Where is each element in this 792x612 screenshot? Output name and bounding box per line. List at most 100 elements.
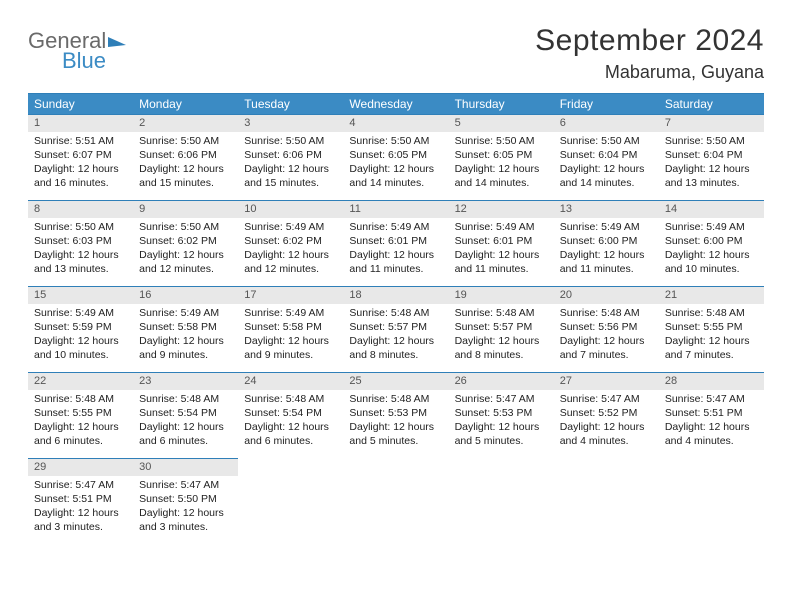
daylight-text: Daylight: 12 hours and 16 minutes.: [34, 162, 127, 190]
sunset-text: Sunset: 5:51 PM: [665, 406, 758, 420]
sunset-text: Sunset: 5:55 PM: [34, 406, 127, 420]
day-number: 28: [659, 373, 764, 390]
sunset-text: Sunset: 6:01 PM: [349, 234, 442, 248]
day-info: Sunrise: 5:49 AMSunset: 6:02 PMDaylight:…: [238, 218, 343, 283]
day-number: 14: [659, 201, 764, 218]
sunset-text: Sunset: 6:06 PM: [139, 148, 232, 162]
daylight-text: Daylight: 12 hours and 3 minutes.: [34, 506, 127, 534]
calendar-cell: 28Sunrise: 5:47 AMSunset: 5:51 PMDayligh…: [659, 372, 764, 458]
day-number: 8: [28, 201, 133, 218]
day-info: Sunrise: 5:48 AMSunset: 5:55 PMDaylight:…: [659, 304, 764, 369]
sunrise-text: Sunrise: 5:51 AM: [34, 134, 127, 148]
calendar-cell: 15Sunrise: 5:49 AMSunset: 5:59 PMDayligh…: [28, 286, 133, 372]
daylight-text: Daylight: 12 hours and 5 minutes.: [349, 420, 442, 448]
day-info: Sunrise: 5:49 AMSunset: 6:00 PMDaylight:…: [554, 218, 659, 283]
sunrise-text: Sunrise: 5:48 AM: [665, 306, 758, 320]
sunset-text: Sunset: 5:53 PM: [349, 406, 442, 420]
day-number: 2: [133, 115, 238, 132]
calendar-cell: 23Sunrise: 5:48 AMSunset: 5:54 PMDayligh…: [133, 372, 238, 458]
day-number: 22: [28, 373, 133, 390]
brand-logo: General Blue: [28, 30, 126, 72]
day-info: Sunrise: 5:50 AMSunset: 6:05 PMDaylight:…: [343, 132, 448, 197]
calendar-cell: 9Sunrise: 5:50 AMSunset: 6:02 PMDaylight…: [133, 200, 238, 286]
day-number: 1: [28, 115, 133, 132]
day-info: Sunrise: 5:50 AMSunset: 6:03 PMDaylight:…: [28, 218, 133, 283]
sunrise-text: Sunrise: 5:50 AM: [349, 134, 442, 148]
sunset-text: Sunset: 6:00 PM: [665, 234, 758, 248]
day-info: Sunrise: 5:47 AMSunset: 5:51 PMDaylight:…: [28, 476, 133, 541]
day-info: Sunrise: 5:50 AMSunset: 6:02 PMDaylight:…: [133, 218, 238, 283]
sunrise-text: Sunrise: 5:50 AM: [244, 134, 337, 148]
sunset-text: Sunset: 6:04 PM: [560, 148, 653, 162]
sunrise-text: Sunrise: 5:47 AM: [34, 478, 127, 492]
sunset-text: Sunset: 5:57 PM: [455, 320, 548, 334]
calendar-cell: 21Sunrise: 5:48 AMSunset: 5:55 PMDayligh…: [659, 286, 764, 372]
calendar-cell: 2Sunrise: 5:50 AMSunset: 6:06 PMDaylight…: [133, 114, 238, 200]
day-number: 21: [659, 287, 764, 304]
dow-header: Sunday: [28, 94, 133, 114]
daylight-text: Daylight: 12 hours and 8 minutes.: [349, 334, 442, 362]
day-info: Sunrise: 5:49 AMSunset: 5:58 PMDaylight:…: [133, 304, 238, 369]
calendar-cell: 4Sunrise: 5:50 AMSunset: 6:05 PMDaylight…: [343, 114, 448, 200]
daylight-text: Daylight: 12 hours and 7 minutes.: [665, 334, 758, 362]
sunset-text: Sunset: 6:05 PM: [455, 148, 548, 162]
triangle-icon: [108, 35, 126, 47]
sunrise-text: Sunrise: 5:49 AM: [455, 220, 548, 234]
day-number: 27: [554, 373, 659, 390]
daylight-text: Daylight: 12 hours and 9 minutes.: [139, 334, 232, 362]
sunrise-text: Sunrise: 5:48 AM: [455, 306, 548, 320]
sunrise-text: Sunrise: 5:50 AM: [560, 134, 653, 148]
dow-header: Monday: [133, 94, 238, 114]
sunrise-text: Sunrise: 5:48 AM: [560, 306, 653, 320]
day-info: Sunrise: 5:48 AMSunset: 5:57 PMDaylight:…: [343, 304, 448, 369]
brand-word-2: Blue: [62, 50, 126, 72]
sunrise-text: Sunrise: 5:50 AM: [455, 134, 548, 148]
day-info: Sunrise: 5:49 AMSunset: 6:01 PMDaylight:…: [343, 218, 448, 283]
sunrise-text: Sunrise: 5:49 AM: [244, 220, 337, 234]
day-number: 16: [133, 287, 238, 304]
sunrise-text: Sunrise: 5:49 AM: [139, 306, 232, 320]
day-number: 6: [554, 115, 659, 132]
calendar-page: General Blue September 2024 Mabaruma, Gu…: [0, 0, 792, 554]
day-info: Sunrise: 5:50 AMSunset: 6:05 PMDaylight:…: [449, 132, 554, 197]
daylight-text: Daylight: 12 hours and 14 minutes.: [349, 162, 442, 190]
calendar-cell: 16Sunrise: 5:49 AMSunset: 5:58 PMDayligh…: [133, 286, 238, 372]
sunset-text: Sunset: 5:56 PM: [560, 320, 653, 334]
calendar-cell: 18Sunrise: 5:48 AMSunset: 5:57 PMDayligh…: [343, 286, 448, 372]
calendar-cell: 25Sunrise: 5:48 AMSunset: 5:53 PMDayligh…: [343, 372, 448, 458]
day-number: 17: [238, 287, 343, 304]
day-number: 24: [238, 373, 343, 390]
sunset-text: Sunset: 5:55 PM: [665, 320, 758, 334]
daylight-text: Daylight: 12 hours and 12 minutes.: [139, 248, 232, 276]
day-info: Sunrise: 5:48 AMSunset: 5:57 PMDaylight:…: [449, 304, 554, 369]
calendar-cell: 3Sunrise: 5:50 AMSunset: 6:06 PMDaylight…: [238, 114, 343, 200]
calendar-cell: 22Sunrise: 5:48 AMSunset: 5:55 PMDayligh…: [28, 372, 133, 458]
day-info: Sunrise: 5:51 AMSunset: 6:07 PMDaylight:…: [28, 132, 133, 197]
day-number: 26: [449, 373, 554, 390]
calendar-cell: 20Sunrise: 5:48 AMSunset: 5:56 PMDayligh…: [554, 286, 659, 372]
daylight-text: Daylight: 12 hours and 13 minutes.: [34, 248, 127, 276]
daylight-text: Daylight: 12 hours and 5 minutes.: [455, 420, 548, 448]
sunset-text: Sunset: 6:05 PM: [349, 148, 442, 162]
sunrise-text: Sunrise: 5:49 AM: [244, 306, 337, 320]
daylight-text: Daylight: 12 hours and 15 minutes.: [244, 162, 337, 190]
dow-header: Saturday: [659, 94, 764, 114]
day-number: 19: [449, 287, 554, 304]
sunset-text: Sunset: 5:58 PM: [139, 320, 232, 334]
day-number: 10: [238, 201, 343, 218]
calendar-cell: 1Sunrise: 5:51 AMSunset: 6:07 PMDaylight…: [28, 114, 133, 200]
daylight-text: Daylight: 12 hours and 3 minutes.: [139, 506, 232, 534]
calendar-cell: 29Sunrise: 5:47 AMSunset: 5:51 PMDayligh…: [28, 458, 133, 544]
calendar-cell: 27Sunrise: 5:47 AMSunset: 5:52 PMDayligh…: [554, 372, 659, 458]
sunrise-text: Sunrise: 5:48 AM: [349, 306, 442, 320]
daylight-text: Daylight: 12 hours and 12 minutes.: [244, 248, 337, 276]
calendar-cell: 11Sunrise: 5:49 AMSunset: 6:01 PMDayligh…: [343, 200, 448, 286]
sunset-text: Sunset: 6:06 PM: [244, 148, 337, 162]
sunrise-text: Sunrise: 5:47 AM: [455, 392, 548, 406]
title-block: September 2024 Mabaruma, Guyana: [535, 24, 764, 83]
daylight-text: Daylight: 12 hours and 11 minutes.: [349, 248, 442, 276]
calendar-cell: 19Sunrise: 5:48 AMSunset: 5:57 PMDayligh…: [449, 286, 554, 372]
sunrise-text: Sunrise: 5:48 AM: [349, 392, 442, 406]
calendar-cell: 24Sunrise: 5:48 AMSunset: 5:54 PMDayligh…: [238, 372, 343, 458]
day-info: Sunrise: 5:49 AMSunset: 6:00 PMDaylight:…: [659, 218, 764, 283]
